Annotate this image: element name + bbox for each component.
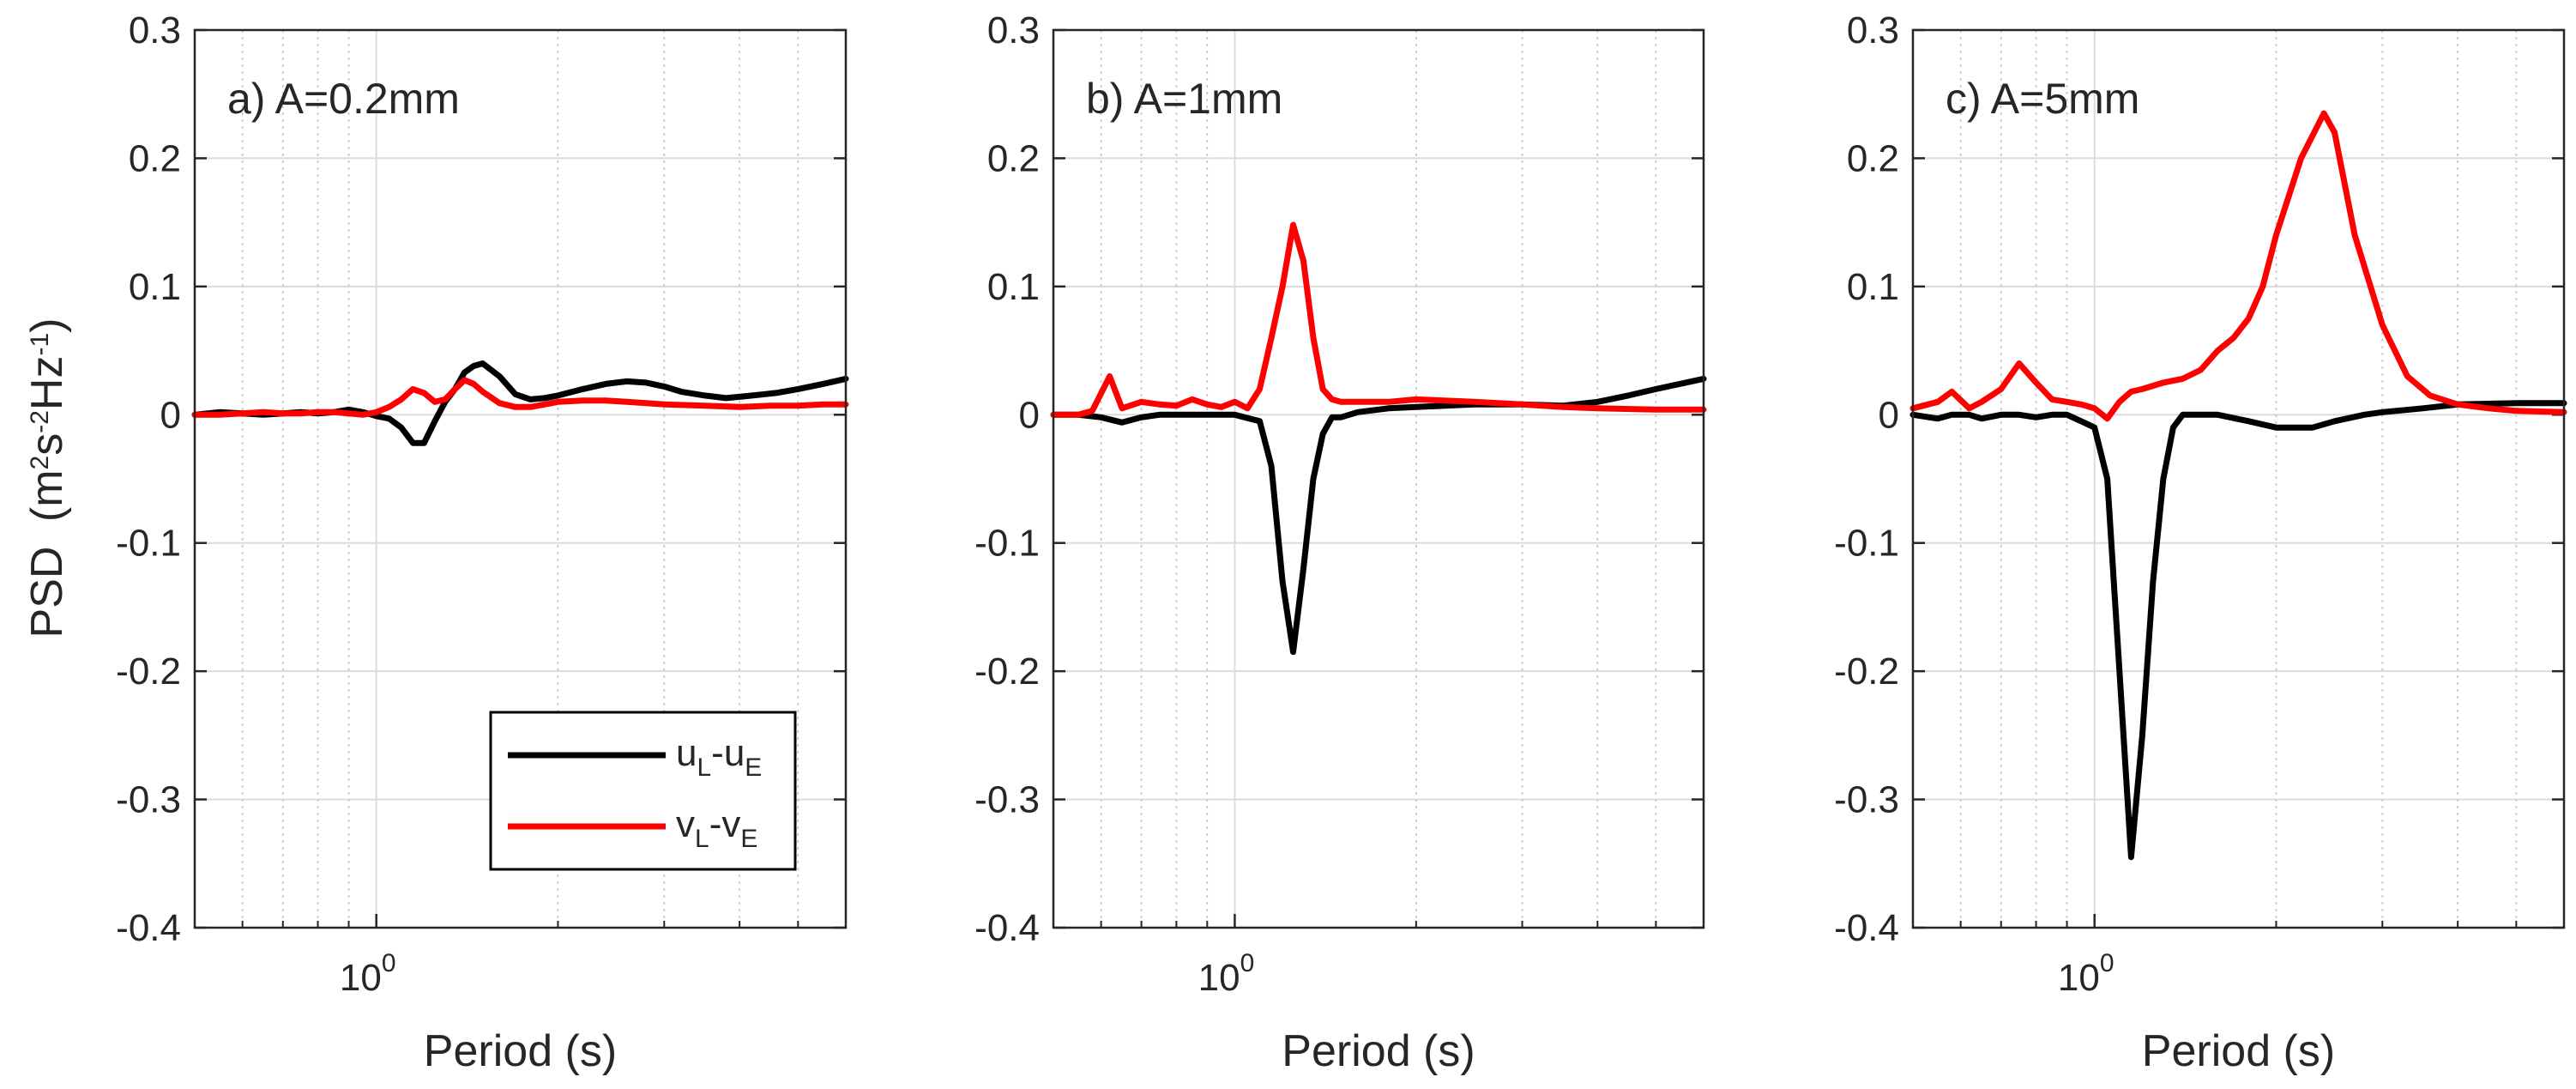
ytick-label-c-6: 0.2 [1847,137,1899,179]
ytick-label-a-7: 0.3 [129,9,181,51]
x-axis-label-b: Period (s) [1282,1026,1475,1076]
xtick-label-c: 100 [2058,949,2114,999]
ytick-label-c-5: 0.1 [1847,266,1899,308]
panel-c: -0.4 -0.3 -0.2 -0.1 0 0.1 0.2 0.3 100 c) A=5mm Per… [1834,9,2567,1076]
y-axis-label-units: (m [22,469,72,522]
ytick-label-c-7: 0.3 [1847,9,1899,51]
y-axis-label-close: ) [22,318,72,333]
panel-title-a: a) A=0.2mm [227,75,460,123]
plot-area-c [1913,30,2564,928]
legend: uL-uE vL-vE [489,711,797,871]
ytick-label-a-2: -0.2 [116,650,181,693]
legend-label-u: uL-uE [676,732,762,782]
ytick-label-a-1: -0.3 [116,779,181,821]
axes-box-c [1911,28,2566,929]
x-axis-label-c: Period (s) [2142,1026,2335,1076]
series-v-a [191,377,849,418]
ytick-label-b-2: -0.2 [974,650,1040,693]
ytick-label-b-0: -0.4 [974,907,1040,949]
y-axis-label-hz: Hz [22,356,72,411]
axes-box-b [1052,28,1705,929]
series-v-c [1909,110,2567,422]
ytick-label-c-2: -0.2 [1834,650,1899,693]
axes-box-a [193,28,848,929]
y-axis-label: PSD (m2s-2Hz-1) [22,318,72,638]
ytick-label-a-5: 0.1 [129,266,181,308]
ytick-label-b-3: -0.1 [974,523,1040,565]
y-axis-label-exp-2: -2 [26,410,54,433]
x-axis-label-a: Period (s) [424,1026,617,1076]
ytick-label-b-7: 0.3 [987,9,1040,51]
series-u-c [1909,400,2567,861]
legend-label-v: vL-vE [676,803,757,853]
xtick-label-a: 100 [340,949,396,999]
plot-area-b [1053,30,1704,928]
panel-a: -0.4 -0.3 -0.2 -0.1 0 0.1 0.2 0.3 100 a) A=0.2mm P… [116,9,849,1076]
ytick-label-c-3: -0.1 [1834,523,1899,565]
ytick-label-c-1: -0.3 [1834,779,1899,821]
ytick-label-c-4: 0 [1879,394,1899,436]
y-axis-label-main: PSD [22,547,72,638]
panel-b: -0.4 -0.3 -0.2 -0.1 0 0.1 0.2 0.3 100 b) A=1mm Per… [974,9,1707,1076]
ytick-label-a-6: 0.2 [129,137,181,179]
ytick-label-b-1: -0.3 [974,779,1040,821]
legend-box [489,711,797,871]
ytick-label-b-5: 0.1 [987,266,1040,308]
ytick-label-a-0: -0.4 [116,907,181,949]
y-axis-label-s: s [22,433,72,456]
y-axis-label-exp-1: 2 [26,456,54,470]
panel-title-c: c) A=5mm [1946,75,2139,123]
series-v-b [1050,221,1707,418]
ytick-label-b-6: 0.2 [987,137,1040,179]
panel-title-b: b) A=1mm [1086,75,1282,123]
ytick-label-a-4: 0 [160,394,181,436]
y-axis-label-exp-3: -1 [26,333,54,356]
xtick-label-b: 100 [1198,949,1255,999]
ytick-label-b-4: 0 [1019,394,1040,436]
ytick-label-c-0: -0.4 [1834,907,1899,949]
ytick-label-a-3: -0.1 [116,523,181,565]
